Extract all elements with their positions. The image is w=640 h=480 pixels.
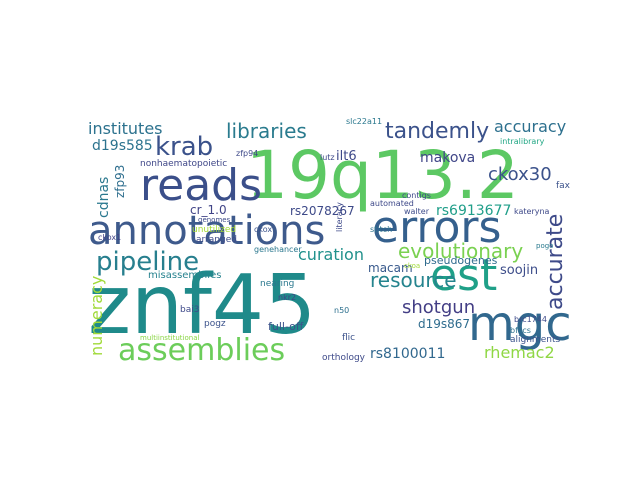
word-cr-1-0: cr_1.0: [190, 203, 227, 217]
word-rs6913677: rs6913677: [436, 203, 511, 219]
word-automated: automated: [370, 199, 414, 208]
word-fax: fax: [556, 181, 571, 191]
word-contigs: contigs: [402, 191, 431, 200]
word-krab: krab: [155, 132, 213, 162]
word-pipeline: pipeline: [96, 247, 199, 277]
word-d19s867: d19s867: [418, 317, 470, 331]
word-shotgun: shotgun: [402, 297, 475, 318]
word-resource: resource: [370, 268, 457, 292]
word-ckox1: ckox1: [98, 233, 121, 242]
word-institutes: institutes: [88, 119, 163, 138]
word-tandemly: tandemly: [385, 119, 489, 144]
word-orthology: orthology: [322, 353, 366, 363]
word-d19s585: d19s585: [92, 138, 153, 154]
word-multiinstitutional: multiinstitutional: [140, 334, 199, 342]
word-literacy: literacy: [335, 202, 344, 232]
word-ckoa: ckoa: [404, 262, 420, 270]
word-zfp93: zfp93: [113, 165, 127, 198]
word-bflics: bflics: [510, 326, 531, 335]
word-genomes: genomes: [198, 216, 231, 224]
word-19q13-2: 19q13.2: [246, 137, 519, 214]
word-unutilized: unutilized: [192, 225, 236, 235]
word-assemblies: assemblies: [118, 333, 285, 368]
word-est: est: [430, 250, 497, 301]
word-reads: reads: [140, 160, 262, 211]
word-rs2078267: rs2078267: [290, 204, 355, 218]
word-annotations: annotations: [88, 208, 325, 254]
word-bai3: bai3: [180, 305, 199, 315]
word-kateryna: kateryna: [514, 207, 550, 216]
word-rhemac2: rhemac2: [484, 343, 555, 362]
word-pogo: pogo: [536, 242, 553, 250]
word-evolutionary: evolutionary: [398, 239, 523, 263]
word-nearing: nearing: [260, 279, 294, 289]
word-macam: macam: [368, 261, 413, 275]
word-intralibrary: intralibrary: [500, 137, 545, 146]
word-ckox: ckox: [254, 225, 272, 234]
word-soojin: soojin: [500, 263, 538, 278]
word-stitch: stitch: [370, 225, 392, 234]
word-walter: walter: [404, 207, 430, 216]
word-n50: n50: [334, 306, 349, 315]
word-lutz: lutz: [320, 153, 335, 162]
word-numeracy: numeracy: [87, 276, 106, 356]
word-makova: makova: [420, 150, 475, 166]
word-pseudogenes: pseudogenes: [424, 254, 498, 267]
word-errors: errors: [372, 202, 501, 253]
word-znf45: znf45: [88, 258, 316, 353]
word-arranged: arranged: [196, 235, 237, 245]
word-nonhaematopoietic: nonhaematopoietic: [140, 159, 227, 169]
word-accurate: accurate: [543, 214, 568, 310]
word-ilt6: ilt6: [336, 149, 357, 164]
word-libraries: libraries: [226, 119, 307, 143]
word-alignments: alignments: [510, 335, 560, 345]
word-curation: curation: [298, 245, 364, 264]
word-rs8100011: rs8100011: [370, 346, 445, 362]
word-mgc: mgc: [468, 296, 572, 352]
word-full-off: full-off: [268, 320, 304, 333]
word-brc1744: brc1744: [514, 315, 547, 324]
word-flic: flic: [342, 333, 355, 343]
word-nkr2: nkr2: [278, 293, 296, 302]
word-genehancer: genehancer: [254, 245, 302, 254]
word-misassemblies: misassemblies: [148, 270, 221, 281]
word-accuracy: accuracy: [494, 117, 566, 136]
word-pogz: pogz: [204, 319, 226, 329]
word-ckox30: ckox30: [488, 164, 552, 185]
word-slc22a11: slc22a11: [346, 117, 382, 126]
word-cdnas: cdnas: [96, 177, 112, 218]
word-zfp94: zfp94: [236, 149, 258, 158]
